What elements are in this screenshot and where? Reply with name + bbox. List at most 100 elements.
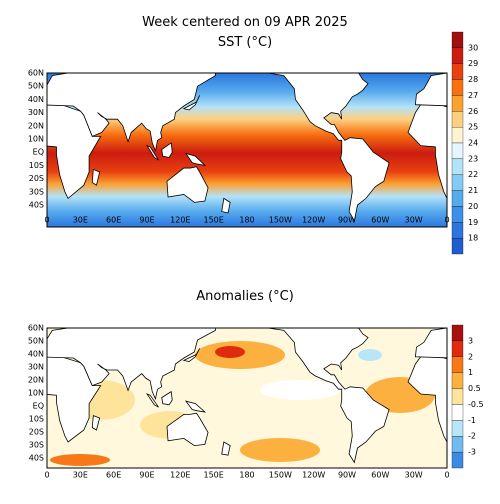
lon-label: 150W bbox=[269, 216, 292, 225]
map-frame bbox=[46, 72, 448, 228]
lat-label: 40N bbox=[28, 350, 44, 359]
lat-label: 40S bbox=[29, 454, 44, 463]
colorbar-label: 29 bbox=[468, 59, 478, 68]
main-title: Week centered on 09 APR 2025 bbox=[142, 15, 348, 30]
colorbar-label: 26 bbox=[468, 107, 478, 116]
colorbar-box bbox=[451, 79, 464, 96]
colorbar-box bbox=[451, 31, 464, 49]
lat-label: 30N bbox=[28, 108, 44, 117]
colorbar-box bbox=[451, 340, 464, 357]
sst-map bbox=[47, 73, 447, 227]
colorbar-box bbox=[451, 222, 464, 239]
lat-label: 40N bbox=[28, 95, 44, 104]
lat-label: 50N bbox=[28, 337, 44, 346]
lon-label: 150E bbox=[204, 216, 224, 225]
lon-label: 30W bbox=[405, 216, 423, 225]
lon-label: 0 bbox=[44, 216, 49, 225]
colorbar-box bbox=[451, 111, 464, 128]
lat-label: 50N bbox=[28, 82, 44, 91]
colorbar-label: 22 bbox=[468, 170, 478, 179]
colorbar-label: -2 bbox=[468, 432, 476, 441]
colorbar-box bbox=[451, 190, 464, 207]
lon-label: 90W bbox=[338, 471, 356, 480]
colorbar-label: 28 bbox=[468, 75, 478, 84]
lat-label: 60N bbox=[28, 324, 44, 333]
lon-label: 60W bbox=[371, 216, 389, 225]
colorbar-label: 2 bbox=[468, 352, 473, 361]
lon-label: 180 bbox=[239, 471, 254, 480]
colorbar-label: -3 bbox=[468, 448, 476, 457]
lon-label: 150E bbox=[204, 471, 224, 480]
colorbar-box bbox=[451, 126, 464, 144]
lat-label: 20S bbox=[29, 428, 44, 437]
lat-label: 20S bbox=[29, 174, 44, 183]
lat-label: 20N bbox=[28, 376, 44, 385]
panel-title: SST (°C) bbox=[218, 35, 272, 50]
colorbar-label: 25 bbox=[468, 123, 478, 132]
colorbar-box bbox=[451, 436, 464, 453]
colorbar-box bbox=[451, 174, 464, 191]
lon-label: 60W bbox=[371, 471, 389, 480]
lon-label: 0 bbox=[444, 216, 449, 225]
lat-label: 30N bbox=[28, 363, 44, 372]
colorbar-label: 19 bbox=[468, 218, 478, 227]
colorbar-label: -1 bbox=[468, 416, 476, 425]
colorbar-box bbox=[451, 451, 464, 469]
lat-label: 10N bbox=[28, 135, 44, 144]
lat-label: 40S bbox=[29, 201, 44, 210]
colorbar-label: 3 bbox=[468, 336, 473, 345]
colorbar-box bbox=[451, 388, 464, 405]
lat-label: 10S bbox=[29, 161, 44, 170]
colorbar-label: 21 bbox=[468, 186, 478, 195]
lat-label: EQ bbox=[33, 402, 44, 411]
colorbar-label: 1 bbox=[468, 368, 473, 377]
colorbar-label: 27 bbox=[468, 91, 478, 100]
colorbar-box bbox=[451, 158, 464, 175]
panel-title: Anomalies (°C) bbox=[196, 289, 294, 304]
lon-label: 0 bbox=[444, 471, 449, 480]
colorbar-label: 18 bbox=[468, 234, 478, 243]
lon-label: 30E bbox=[73, 471, 88, 480]
colorbar-label: 0.5 bbox=[468, 384, 481, 393]
colorbar-label: 20 bbox=[468, 202, 478, 211]
lon-label: 120E bbox=[170, 471, 190, 480]
colorbar-label: -0.5 bbox=[468, 400, 484, 409]
colorbar-box bbox=[451, 206, 464, 223]
lon-label: 60E bbox=[106, 216, 121, 225]
colorbar-box bbox=[451, 142, 464, 160]
lon-label: 180 bbox=[239, 216, 254, 225]
lon-label: 120W bbox=[302, 216, 325, 225]
lon-label: 150W bbox=[269, 471, 292, 480]
lat-label: 20N bbox=[28, 121, 44, 130]
lon-label: 30E bbox=[73, 216, 88, 225]
lon-label: 120W bbox=[302, 471, 325, 480]
lon-label: 120E bbox=[170, 216, 190, 225]
lat-label: EQ bbox=[33, 148, 44, 157]
lat-label: 60N bbox=[28, 69, 44, 78]
colorbar-box bbox=[451, 356, 464, 373]
colorbar-box bbox=[451, 324, 464, 342]
lon-label: 90E bbox=[139, 216, 154, 225]
colorbar-box bbox=[451, 63, 464, 80]
lon-label: 90W bbox=[338, 216, 356, 225]
map-frame bbox=[46, 327, 448, 469]
colorbar-box bbox=[451, 47, 464, 64]
colorbar-label: 23 bbox=[468, 154, 478, 163]
colorbar-label: 30 bbox=[468, 43, 478, 52]
anomaly-map bbox=[47, 328, 447, 468]
colorbar-box bbox=[451, 95, 464, 112]
lon-label: 0 bbox=[44, 471, 49, 480]
lon-label: 90E bbox=[139, 471, 154, 480]
colorbar-box bbox=[451, 237, 464, 255]
lat-label: 10S bbox=[29, 415, 44, 424]
colorbar-box bbox=[451, 404, 464, 421]
lon-label: 30W bbox=[405, 471, 423, 480]
lat-label: 10N bbox=[28, 389, 44, 398]
lat-label: 30S bbox=[29, 441, 44, 450]
lon-label: 60E bbox=[106, 471, 121, 480]
lat-label: 30S bbox=[29, 187, 44, 196]
colorbar-label: 24 bbox=[468, 139, 478, 148]
colorbar-box bbox=[451, 372, 464, 389]
colorbar-box bbox=[451, 420, 464, 437]
